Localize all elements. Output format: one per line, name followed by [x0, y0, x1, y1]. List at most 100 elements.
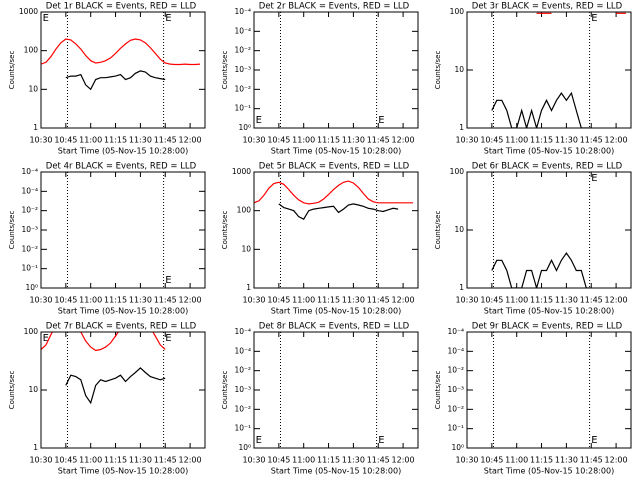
x-tick-label: 11:45 — [154, 136, 177, 145]
x-tick-label: 11:45 — [367, 136, 390, 145]
x-tick-label: 11:15 — [530, 296, 553, 305]
x-tick-label: 10:30 — [29, 296, 52, 305]
x-tick-label: 10:45 — [54, 456, 77, 465]
y-tick-label: 10⁰ — [451, 443, 464, 452]
y-tick-label: 10⁻² — [447, 404, 464, 413]
x-tick-label: 11:15 — [317, 136, 340, 145]
x-tick-label: 12:00 — [605, 296, 628, 305]
event-marker: E — [591, 435, 597, 446]
x-tick-label: 11:45 — [154, 296, 177, 305]
panel: Det 2r BLACK = Events, RED = LLD Start Ti… — [221, 2, 419, 156]
x-tick-label: 10:30 — [455, 136, 478, 145]
x-tick-label: 11:45 — [367, 456, 390, 465]
x-axis-label: Start Time (05-Nov-15 10:28:00) — [271, 147, 401, 156]
y-tick-label: 100 — [24, 327, 39, 336]
x-tick-label: 10:45 — [54, 136, 77, 145]
y-tick-label: 10⁻² — [234, 84, 251, 93]
chart-title: Det 7r BLACK = Events, RED = LLD — [46, 322, 197, 332]
x-tick-label: 11:45 — [367, 296, 390, 305]
y-axis-label: Counts/sec — [8, 51, 16, 90]
x-tick-label: 10:30 — [29, 136, 52, 145]
y-tick-label: 10⁰ — [238, 123, 251, 132]
plot-frame — [40, 171, 206, 289]
x-tick-label: 10:45 — [267, 456, 290, 465]
series-line — [278, 203, 399, 220]
series-line — [41, 38, 201, 66]
x-tick-label: 12:00 — [605, 136, 628, 145]
plot-frame — [253, 11, 419, 129]
x-axis-label: Start Time (05-Nov-15 10:28:00) — [484, 147, 614, 156]
x-tick-label: 10:45 — [480, 136, 503, 145]
x-tick-label: 12:00 — [179, 136, 202, 145]
y-tick-label: 10⁻⁴ — [447, 346, 464, 355]
panel: Det 5r BLACK = Events, RED = LLD Start Ti… — [221, 162, 419, 316]
panel: Det 1r BLACK = Events, RED = LLD Start Ti… — [8, 2, 206, 156]
y-tick-label: 100 — [450, 167, 465, 176]
x-axis-label: Start Time (05-Nov-15 10:28:00) — [58, 467, 188, 476]
y-tick-label: 10⁻⁴ — [21, 167, 38, 176]
y-tick-label: 10⁻¹ — [234, 424, 251, 433]
y-tick-label: 10⁻⁴ — [234, 7, 251, 16]
x-tick-label: 11:45 — [580, 456, 603, 465]
x-tick-label: 10:45 — [267, 296, 290, 305]
x-tick-label: 11:45 — [580, 136, 603, 145]
x-axis-label: Start Time (05-Nov-15 10:28:00) — [484, 467, 614, 476]
event-marker: E — [165, 275, 171, 286]
event-marker: E — [256, 115, 262, 126]
plot-frame — [253, 331, 419, 449]
x-tick-label: 11:00 — [292, 136, 315, 145]
x-tick-label: 11:00 — [505, 296, 528, 305]
y-tick-label: 10⁻⁴ — [234, 346, 251, 355]
y-tick-label: 10 — [454, 65, 464, 74]
chart-title: Det 4r BLACK = Events, RED = LLD — [46, 162, 197, 172]
panel: Det 3r BLACK = Events, RED = LLD Start Ti… — [434, 2, 632, 156]
y-tick-label: 10 — [28, 84, 38, 93]
y-tick-label: 1 — [459, 123, 464, 132]
y-tick-label: 10⁻¹ — [234, 104, 251, 113]
y-axis-label: Counts/sec — [221, 211, 229, 250]
x-tick-label: 11:30 — [555, 296, 578, 305]
x-tick-label: 11:30 — [342, 456, 365, 465]
y-tick-label: 10⁻¹ — [447, 424, 464, 433]
x-tick-label: 11:30 — [129, 456, 152, 465]
y-axis-label: Counts/sec — [221, 51, 229, 90]
chart-title: Det 5r BLACK = Events, RED = LLD — [259, 162, 410, 172]
y-tick-label: 10⁻² — [234, 366, 251, 375]
series-line — [254, 180, 413, 205]
y-tick-label: 100 — [237, 206, 252, 215]
x-tick-label: 11:30 — [555, 456, 578, 465]
plot-frame — [253, 171, 419, 289]
x-tick-label: 11:30 — [555, 136, 578, 145]
y-tick-label: 10⁻⁴ — [234, 26, 251, 35]
x-tick-label: 12:00 — [605, 456, 628, 465]
x-tick-label: 11:15 — [104, 456, 127, 465]
y-tick-label: 10⁻³ — [234, 385, 251, 394]
x-tick-label: 11:00 — [292, 296, 315, 305]
plot-frame — [466, 11, 632, 129]
x-tick-label: 10:30 — [242, 296, 265, 305]
x-tick-label: 11:15 — [530, 136, 553, 145]
panel: Det 8r BLACK = Events, RED = LLD Start Ti… — [221, 322, 419, 476]
event-marker: E — [165, 13, 171, 24]
x-tick-label: 11:00 — [79, 136, 102, 145]
x-tick-label: 11:15 — [530, 456, 553, 465]
x-tick-label: 11:30 — [129, 296, 152, 305]
chart-title: Det 8r BLACK = Events, RED = LLD — [259, 322, 410, 332]
y-axis-label: Counts/sec — [8, 371, 16, 410]
y-tick-label: 1 — [33, 443, 38, 452]
y-tick-label: 10⁻³ — [447, 385, 464, 394]
series-line — [41, 332, 166, 352]
series-line — [491, 252, 592, 288]
x-tick-label: 10:30 — [455, 456, 478, 465]
chart-title: Det 3r BLACK = Events, RED = LLD — [472, 2, 623, 12]
x-tick-label: 11:30 — [129, 136, 152, 145]
x-tick-label: 11:45 — [580, 296, 603, 305]
x-tick-label: 12:00 — [392, 136, 415, 145]
x-axis-label: Start Time (05-Nov-15 10:28:00) — [58, 147, 188, 156]
event-marker: E — [165, 333, 171, 344]
y-tick-label: 10⁻² — [234, 404, 251, 413]
y-tick-label: 10⁻² — [21, 206, 38, 215]
x-axis-label: Start Time (05-Nov-15 10:28:00) — [271, 467, 401, 476]
x-tick-label: 11:00 — [292, 456, 315, 465]
